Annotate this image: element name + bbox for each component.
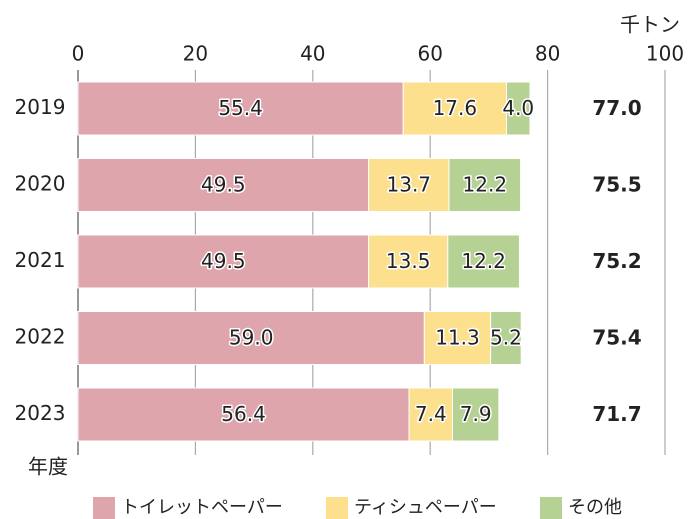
data-label: 49.5 (201, 249, 246, 273)
bar-segment (506, 81, 531, 136)
bar-segment (452, 387, 500, 442)
data-label: 59.0 (229, 326, 274, 350)
x-tick-label: 60 (417, 42, 442, 66)
legend-label: ティシュペーパー (354, 497, 497, 518)
bar-segment (368, 158, 450, 212)
data-label: 49.5 (201, 173, 246, 197)
bar-segment (368, 234, 449, 289)
data-label: 13.7 (387, 173, 432, 197)
data-label: 17.6 (433, 96, 478, 120)
total-label: 71.7 (592, 402, 641, 426)
data-label: 7.4 (415, 402, 447, 426)
category-axis-label: 年度 (28, 455, 68, 479)
legend-swatch (540, 497, 562, 519)
total-label: 75.5 (592, 173, 641, 197)
legend-swatch (93, 497, 115, 519)
total-label: 77.0 (592, 96, 641, 120)
data-label: 12.2 (463, 173, 508, 197)
bar-segment (408, 387, 454, 442)
bar-segment (490, 311, 522, 365)
x-tick-label: 80 (535, 42, 560, 66)
total-label: 75.4 (592, 326, 641, 350)
y-tick-label: 2019 (15, 95, 66, 119)
bar-segment (77, 234, 370, 289)
legend-label: その他 (568, 497, 622, 518)
unit-label: 千トン (620, 13, 680, 37)
x-tick-label: 20 (183, 42, 208, 66)
x-tick-label: 100 (646, 42, 684, 66)
x-tick-label: 0 (72, 42, 85, 66)
bar-segment (447, 234, 520, 289)
data-label: 13.5 (386, 249, 431, 273)
x-tick-label: 40 (300, 42, 325, 66)
data-label: 55.4 (218, 96, 263, 120)
data-label: 12.2 (461, 249, 506, 273)
data-label: 11.3 (435, 326, 480, 350)
data-label: 7.9 (460, 402, 492, 426)
bar-segment (77, 311, 425, 365)
y-tick-label: 2020 (15, 172, 66, 196)
bar-segment (77, 158, 370, 212)
legend-swatch (326, 497, 348, 519)
data-label: 4.0 (502, 96, 534, 120)
bar-segment (448, 158, 522, 212)
y-tick-label: 2023 (15, 401, 66, 425)
total-label: 75.2 (592, 249, 641, 273)
bar-segment (77, 81, 404, 136)
y-tick-label: 2022 (15, 325, 66, 349)
legend-label: トイレットペーパー (121, 497, 283, 518)
y-tick-label: 2021 (15, 248, 66, 272)
data-label: 5.2 (490, 326, 522, 350)
bar-segment (423, 311, 492, 365)
data-label: 56.4 (221, 402, 266, 426)
